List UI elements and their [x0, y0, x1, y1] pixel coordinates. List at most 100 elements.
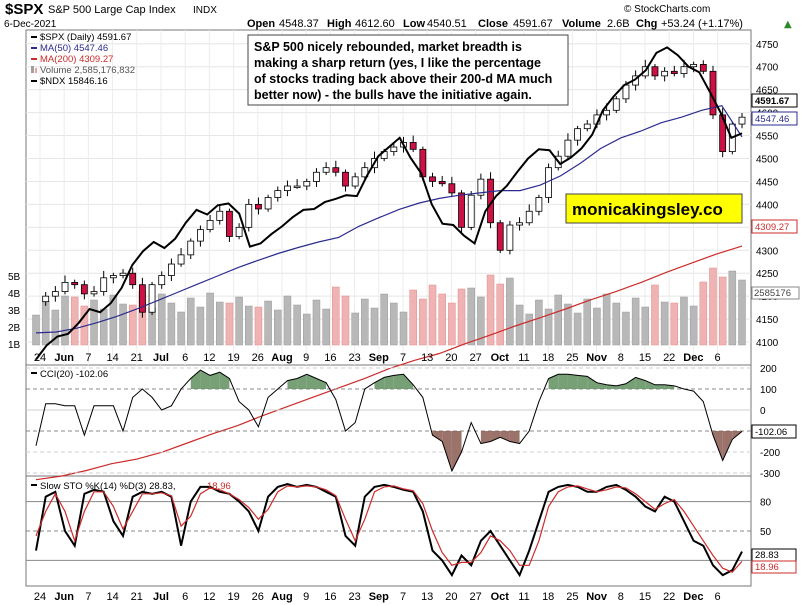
cci-shading — [190, 370, 742, 471]
candle-body — [226, 210, 233, 237]
cci-oversold-fill — [509, 431, 520, 444]
candle-body — [100, 277, 108, 292]
ma200-label: 4309.27 — [755, 222, 789, 233]
volume-bar — [245, 305, 253, 346]
cci-overbought-fill — [403, 374, 414, 389]
cci-overbought-fill — [287, 378, 298, 389]
volume-bar — [718, 276, 727, 346]
bottom-x-tick: 14 — [106, 591, 118, 603]
price-legend: $SPX (Daily) 4591.67 MA(50) 4547.46 MA(2… — [31, 32, 135, 87]
candle-body — [197, 229, 204, 242]
price-x-tick: 22 — [663, 352, 675, 364]
volume-bar — [506, 277, 514, 346]
volume-bar — [99, 308, 108, 346]
candle-body — [332, 167, 340, 173]
volume-bar — [699, 281, 708, 346]
brand-text: monicakingsley.co — [572, 200, 723, 219]
volume-bar — [264, 300, 272, 346]
bottom-x-tick: 19 — [227, 591, 239, 603]
volume-bar — [225, 302, 234, 346]
cci-overbought-fill — [616, 383, 626, 389]
sto-d-line — [35, 485, 743, 573]
price-x-tick: 14 — [106, 352, 118, 364]
candle-body — [274, 190, 282, 198]
volume-label: 2585176 — [754, 288, 791, 299]
price-x-tick: 7 — [400, 352, 406, 364]
volume-bar — [322, 308, 330, 346]
price-y-tick: 4700 — [756, 63, 779, 74]
volume-bar — [641, 306, 650, 346]
price-y-tick: 4300 — [756, 246, 779, 257]
bottom-x-tick: 21 — [131, 591, 143, 603]
cci-oversold-fill — [451, 431, 462, 471]
cci-y-tick: 200 — [760, 364, 777, 375]
price-x-tick: 25 — [566, 352, 578, 364]
volume-y-tick: 2B — [8, 323, 21, 334]
price-x-tick: 13 — [421, 352, 433, 364]
close-label: Close — [478, 18, 508, 30]
cci-oversold-fill — [722, 431, 733, 461]
candle-body — [71, 281, 79, 286]
annotation-line-1: S&P 500 nicely rebounded, market breadth… — [254, 40, 522, 54]
volume-bar — [361, 298, 369, 346]
cci-legend: CCI(20) -102.06 — [31, 369, 108, 380]
price-x-tick: 26 — [252, 352, 264, 364]
volume-bar — [51, 309, 60, 346]
bottom-x-tick: 20 — [445, 591, 457, 603]
volume-bar — [689, 305, 698, 346]
cci-overbought-fill — [577, 375, 588, 389]
cci-overbought-fill — [567, 374, 578, 389]
volume-bar — [167, 302, 176, 346]
sto-legend-d: 18.96 — [207, 481, 231, 492]
candle-body — [187, 240, 195, 256]
chg-value: +53.24 (+1.17%) — [661, 18, 743, 30]
candle-body — [564, 139, 572, 157]
cci-overbought-fill — [374, 377, 385, 389]
candle-body — [293, 185, 301, 188]
annotation-line-2: making a sharp return (yes, I like the p… — [254, 56, 541, 70]
volume-bar — [332, 286, 340, 346]
price-y-tick: 4250 — [756, 269, 779, 280]
candle-body — [467, 194, 475, 228]
volume-bar — [235, 296, 243, 346]
sto-gridlines — [26, 501, 751, 561]
cci-legend-text: CCI(20) -102.06 — [40, 369, 108, 380]
volume-y-axis: 1B 2B 3B 4B 5B — [8, 272, 21, 351]
candle-body — [245, 203, 253, 228]
cci-last-label: -102.06 — [755, 427, 787, 438]
price-x-tick: 21 — [131, 352, 143, 364]
volume-bar — [390, 302, 398, 346]
volume-bar — [109, 294, 118, 346]
price-right-labels: 4591.67 4547.46 4309.27 2585176 — [751, 93, 800, 300]
price-x-tick: Aug — [271, 352, 292, 364]
price-x-tick: Dec — [683, 352, 703, 364]
volume-bar — [428, 284, 437, 346]
volume-bar — [216, 301, 224, 346]
volume-bar — [399, 311, 408, 346]
volume-bar — [602, 293, 611, 346]
open-label: Open — [247, 18, 275, 30]
volume-bar — [612, 302, 621, 346]
candle-body — [264, 197, 272, 210]
bottom-x-tick: 8 — [618, 591, 624, 603]
volume-bar — [477, 296, 485, 346]
cci-overbought-fill — [587, 376, 597, 389]
candle-body — [351, 176, 359, 187]
volume-bar — [283, 295, 292, 346]
price-lines — [35, 46, 743, 481]
volume-bar — [554, 294, 562, 346]
volume-bar — [709, 267, 717, 346]
volume-bar — [622, 311, 630, 346]
legend-volume-swatch — [31, 66, 34, 73]
price-y-tick: 4750 — [756, 40, 779, 51]
price-x-tick: 12 — [203, 352, 215, 364]
index-name: S&P 500 Large Cap Index — [48, 4, 176, 16]
bottom-x-tick: 16 — [324, 591, 336, 603]
price-x-tick: 23 — [348, 352, 360, 364]
cci-overbought-fill — [645, 380, 655, 389]
price-x-tick: 16 — [324, 352, 336, 364]
volume-bar — [651, 284, 659, 346]
volume-bar — [738, 279, 746, 346]
bottom-x-tick: 15 — [639, 591, 651, 603]
exchange-label: INDX — [193, 5, 217, 16]
